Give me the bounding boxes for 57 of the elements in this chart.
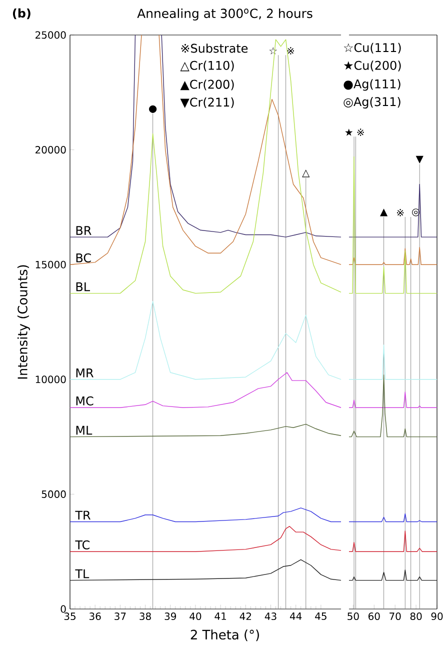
x-tick-label: 38 [140,612,151,620]
y-tick-label: 25000 [36,31,66,39]
series-label: MC [76,396,94,406]
x-tick-label: 43 [264,612,276,620]
series-label: ML [76,426,92,435]
annotation: ☆Cu(111) [344,42,401,54]
y-tick-label: 15000 [36,260,66,268]
series-label: MR [76,368,94,378]
ref-line-label: ※ [357,128,364,136]
line-series [70,526,342,552]
series-label: TL [75,569,90,578]
series-label: BR [76,226,92,235]
x-axis-title: 2 Theta (°) [190,630,259,642]
y-tick-label: 5000 [42,490,66,498]
ref-line-label: △ [302,170,310,178]
line-series [70,508,342,522]
annotation: ※Substrate [181,44,248,53]
y-axis-title: Intensity (Counts) [17,265,30,379]
y-tick-label: 0 [60,605,66,613]
x-tick-label: 42 [240,612,251,620]
x-tick-label: 41 [214,612,226,620]
series-label: TR [75,510,90,520]
line-series [70,559,342,581]
ref-line-label: ▼ [416,156,424,164]
line-series [70,300,342,380]
x-tick-label: 39 [164,612,176,620]
series-label: BC [76,253,91,262]
y-tick-label: 10000 [36,376,66,384]
x-tick-label: 60 [368,612,380,620]
annotation: ●Ag(111) [344,79,400,91]
x-tick-label: 50 [348,612,359,620]
ref-line-label: ▲ [380,208,388,216]
annotation: ▲Cr(200) [180,80,234,90]
ref-line-label: ☆ [269,47,277,54]
series-label: BL [76,282,90,292]
x-tick-label: 44 [290,612,302,620]
line-series [70,424,342,438]
annotation: ▼Cr(211) [180,97,234,108]
x-tick-label: 80 [410,612,422,620]
ref-line-label: ★ [345,128,353,136]
text: (b) [12,8,30,20]
x-tick-label: 40 [190,612,202,620]
chart-title: Annealing at 300$^{o}$C, 2 hours [137,8,312,20]
x-tick-label: 90 [431,612,443,620]
annotation: △Cr(110) [180,60,234,72]
x-tick-label: 70 [390,612,401,620]
ref-line-label: ● [149,105,157,113]
annotation: ★Cu(200) [344,60,401,72]
x-tick-label: 37 [114,612,126,620]
x-tick-label: 45 [315,612,326,620]
ref-line-label: ※ [397,209,404,216]
series-label: TC [75,540,90,550]
annotation: ◎Ag(311) [344,96,400,108]
y-tick-label: 20000 [36,146,66,154]
x-tick-label: 36 [90,612,101,620]
ref-line-label: ※ [287,47,294,54]
x-tick-label: 35 [64,612,76,620]
